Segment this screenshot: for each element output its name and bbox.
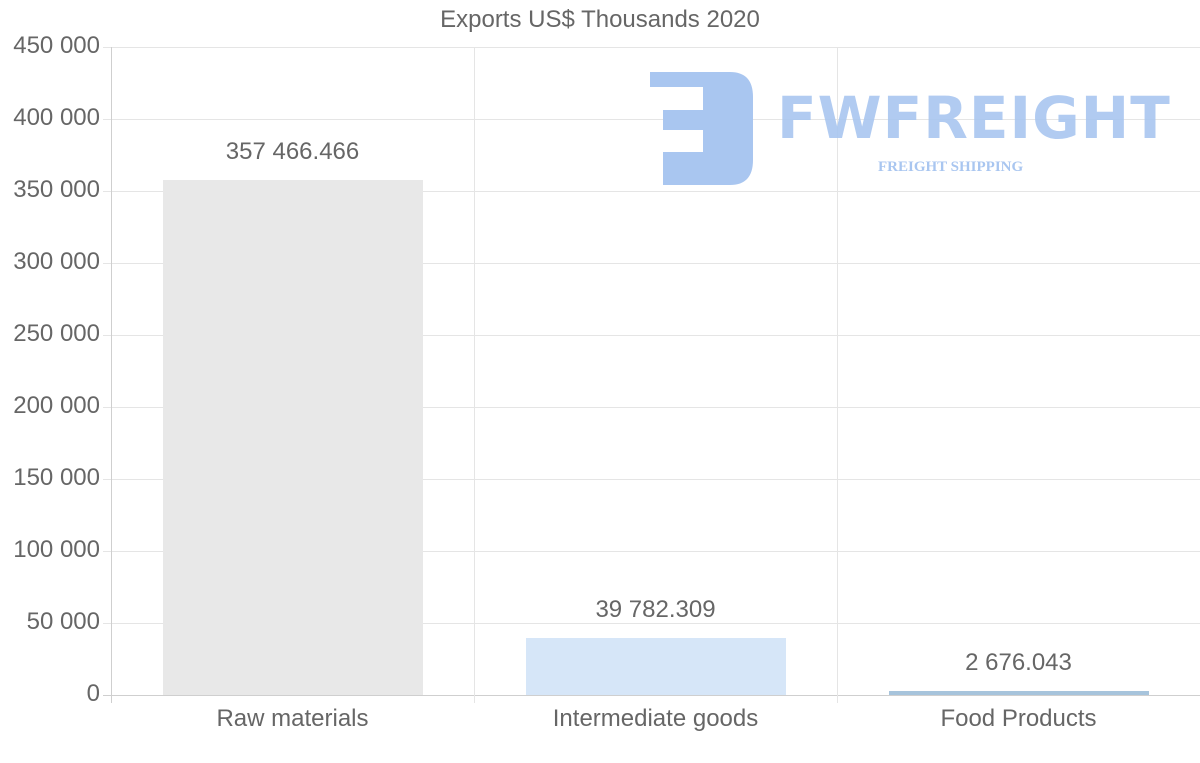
y-tick-label: 300 000 [13,248,100,275]
y-tick-label: 250 000 [13,320,100,347]
x-gridline [474,47,475,703]
x-tick-label: Intermediate goods [552,705,759,732]
y-gridline [103,263,1200,264]
bar-raw-materials[interactable] [162,180,423,695]
y-gridline [103,695,1200,696]
x-tick-label: Raw materials [216,705,369,732]
chart-title: Exports US$ Thousands 2020 [440,6,760,33]
y-tick-label: 100 000 [13,536,100,563]
y-tick-label: 400 000 [13,104,100,131]
y-axis-line [111,47,112,703]
bar-value-label: 2 676.043 [965,649,1072,676]
plot-area: 357 466.466 39 782.309 2 676.043 [103,47,1200,703]
bar-value-label: 357 466.466 [225,138,360,166]
x-gridline [837,47,838,703]
x-tick-label: Food Products [940,705,1097,732]
y-tick-label: 450 000 [13,32,100,59]
y-gridline [103,47,1200,48]
bar-intermediate-goods[interactable] [525,637,786,695]
y-gridline [103,191,1200,192]
y-gridline [103,119,1200,120]
y-gridline [103,335,1200,336]
y-tick-label: 0 [86,680,100,707]
y-tick-label: 350 000 [13,176,100,203]
y-gridline [103,407,1200,408]
bar-food-products[interactable] [888,691,1149,695]
y-gridline [103,551,1200,552]
y-tick-label: 200 000 [13,392,100,419]
y-tick-label: 150 000 [13,464,100,491]
y-tick-label: 50 000 [26,608,100,635]
y-gridline [103,623,1200,624]
bar-value-label: 39 782.309 [595,595,716,623]
y-gridline [103,479,1200,480]
